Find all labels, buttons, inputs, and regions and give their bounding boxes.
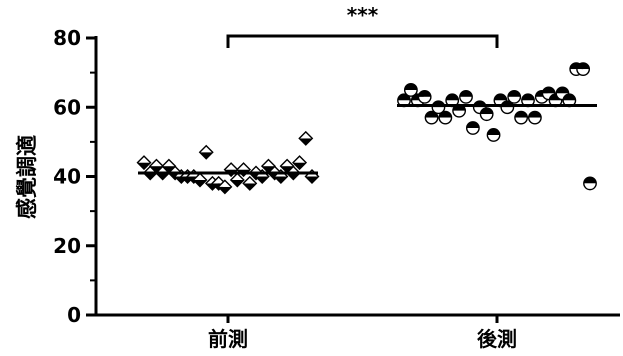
- mean-lines: [138, 104, 597, 175]
- y-tick-label: 80: [53, 26, 81, 50]
- x-category-label: 前測: [208, 327, 248, 351]
- y-ticks: 0 20 40 60 80: [53, 26, 96, 327]
- y-tick-label: 0: [67, 303, 81, 327]
- data-point-diamond: [229, 172, 245, 188]
- significance-bracket: ***: [226, 3, 499, 48]
- data-point-diamond: [198, 144, 214, 160]
- data-point-circle: [424, 110, 439, 125]
- y-tick-label: 40: [53, 165, 81, 189]
- axes: 前測 後測: [94, 36, 620, 351]
- data-point-diamond: [242, 175, 258, 191]
- data-point-circle: [438, 110, 453, 125]
- data-point-circle: [514, 110, 529, 125]
- y-tick-label: 60: [53, 95, 81, 119]
- data-point-circle: [486, 128, 501, 142]
- data-point-diamond: [292, 155, 308, 171]
- data-point-diamond: [298, 130, 314, 146]
- significance-label: ***: [347, 3, 379, 27]
- bracket-line: [226, 34, 499, 48]
- x-category-label: 後測: [477, 327, 517, 351]
- y-axis-title: 感覺調適: [15, 135, 39, 219]
- data-point-circle: [417, 89, 432, 104]
- data-point-circle: [465, 121, 480, 135]
- significance-annotation: ***: [226, 3, 499, 48]
- data-point-circle: [459, 89, 473, 104]
- data-point-diamond: [136, 155, 152, 171]
- data-point-circle: [479, 107, 494, 122]
- data-point-circle: [527, 110, 542, 125]
- data-point-diamond: [192, 172, 208, 188]
- data-point-circle: [507, 89, 522, 104]
- data-point-circle: [576, 62, 591, 77]
- data-point-circle: [583, 176, 597, 191]
- y-tick-label: 20: [53, 234, 81, 258]
- data-point-diamond: [217, 179, 233, 195]
